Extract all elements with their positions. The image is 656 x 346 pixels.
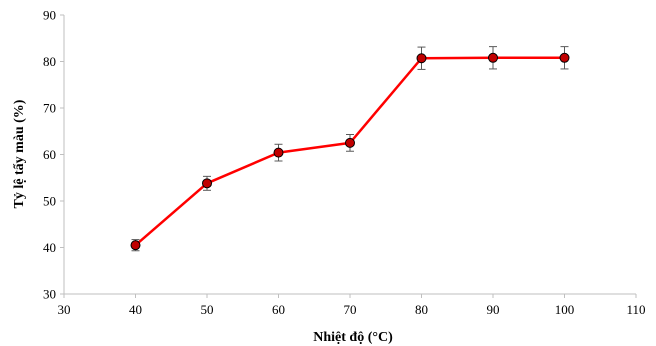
x-tick-label: 100 bbox=[555, 302, 575, 317]
data-point-group bbox=[202, 175, 212, 191]
y-tick-label: 70 bbox=[43, 101, 56, 116]
x-axis-ticks: 30 40 50 60 70 80 90 100 110 bbox=[58, 294, 646, 317]
x-tick-label: 30 bbox=[58, 302, 71, 317]
y-tick-label: 90 bbox=[43, 8, 56, 23]
plot-area bbox=[63, 15, 636, 295]
y-axis-label: Tỷ lệ tẩy màu (%) bbox=[12, 99, 27, 208]
data-point-group bbox=[345, 134, 355, 152]
x-axis-label: Nhiệt độ (°C) bbox=[313, 330, 393, 345]
y-tick-label: 50 bbox=[43, 194, 56, 209]
y-tick-label: 30 bbox=[43, 287, 56, 302]
data-point-group bbox=[559, 46, 570, 70]
y-tick-label: 60 bbox=[43, 147, 56, 162]
data-point bbox=[416, 53, 427, 64]
data-point-group bbox=[488, 46, 498, 70]
x-tick-label: 90 bbox=[487, 302, 500, 317]
x-tick-label: 80 bbox=[415, 302, 428, 317]
x-tick-label: 70 bbox=[344, 302, 357, 317]
x-tick-label: 40 bbox=[129, 302, 142, 317]
y-tick-label: 80 bbox=[43, 54, 56, 69]
x-tick-label: 50 bbox=[201, 302, 214, 317]
x-tick-label: 60 bbox=[272, 302, 285, 317]
data-point bbox=[273, 147, 284, 158]
data-point bbox=[345, 137, 355, 148]
data-point-group bbox=[273, 143, 284, 162]
x-tick-label: 110 bbox=[626, 302, 645, 317]
data-point bbox=[202, 178, 212, 189]
y-tick-label: 40 bbox=[43, 240, 56, 255]
data-point-group bbox=[130, 239, 141, 252]
data-point bbox=[130, 240, 141, 251]
data-point bbox=[559, 52, 570, 63]
data-point bbox=[488, 52, 498, 63]
y-axis-ticks: 30 40 50 60 70 80 90 bbox=[43, 8, 64, 302]
data-point-group bbox=[416, 46, 427, 70]
